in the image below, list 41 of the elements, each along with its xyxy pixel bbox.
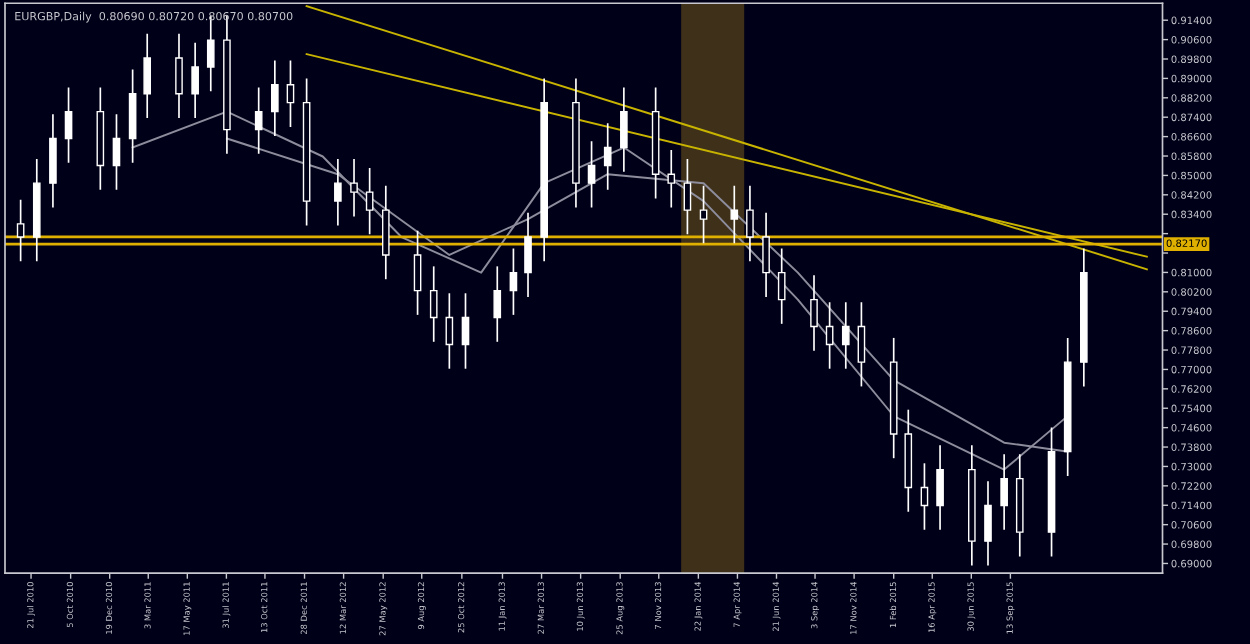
candlestick [350,158,358,218]
candlestick [254,86,263,155]
candlestick [334,158,342,227]
candlestick [620,86,628,173]
candlestick [143,32,152,119]
candlestick [762,211,770,298]
candlestick [271,59,279,137]
candlestick [175,32,183,119]
candlestick [920,462,929,531]
candlestick [825,301,834,370]
candlestick [381,185,390,281]
candlestick [509,247,518,316]
candlestick [286,59,295,128]
candlestick [810,274,818,352]
candlestick [730,185,739,245]
candlestick [683,158,692,236]
candlestick [984,480,992,567]
candlestick [587,140,596,209]
candlestick [667,149,676,209]
candlestick [445,292,454,370]
candlestick [429,265,438,343]
candlestick [936,444,944,531]
candlestick [699,185,708,245]
candlestick [413,229,422,316]
candlestick [112,113,121,191]
line-series [131,110,1069,471]
candlestick [493,265,502,343]
candlestick [857,301,866,388]
candlestick [603,122,612,191]
candlestick [49,113,57,209]
candlestick [524,211,532,298]
candlestick [64,86,73,164]
candlestick [1000,453,1008,531]
candlestick [746,185,754,263]
candlestick [128,68,137,164]
candlestick [365,167,374,236]
candlestick [191,41,199,119]
candlestick [777,247,786,325]
candlestick [461,292,470,370]
candlestick [841,301,850,370]
candlestick [16,198,25,263]
